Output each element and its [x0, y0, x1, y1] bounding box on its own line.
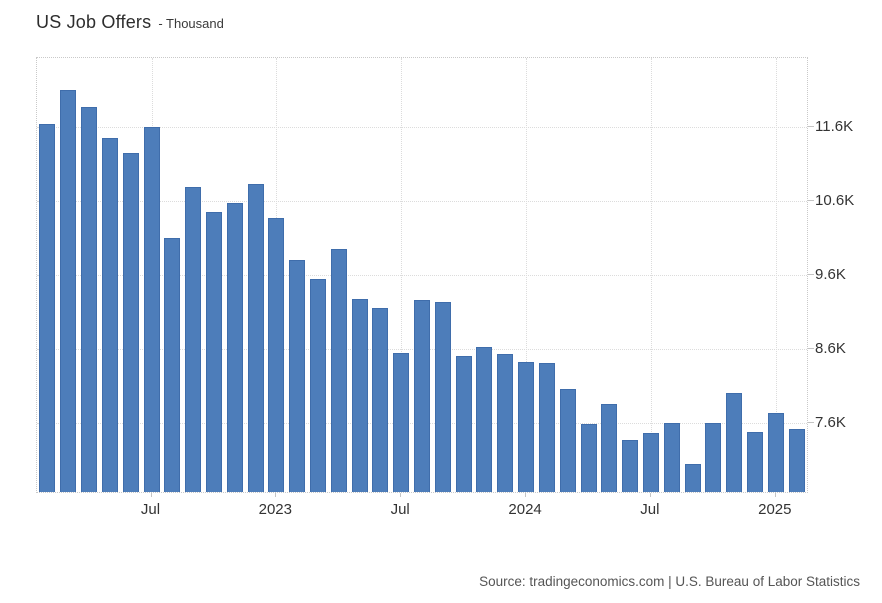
y-axis-tick-label: 10.6K — [815, 192, 855, 210]
bar[interactable] — [143, 126, 160, 492]
h-gridline — [37, 127, 807, 129]
x-axis-tick-mark — [649, 493, 651, 497]
h-gridline — [37, 201, 807, 203]
bar[interactable] — [788, 428, 805, 492]
bar[interactable] — [747, 432, 763, 492]
bar[interactable] — [205, 211, 222, 492]
x-axis-tick-mark — [525, 493, 527, 497]
x-axis-tick-label: 2023 — [258, 501, 292, 518]
chart-header: US Job Offers - Thousand — [36, 12, 224, 33]
y-axis-tick-label: 9.6K — [815, 266, 846, 283]
bar[interactable] — [247, 183, 264, 492]
chart-subtitle: - Thousand — [158, 16, 224, 31]
bar[interactable] — [767, 413, 784, 492]
plot-area — [36, 57, 808, 493]
bar[interactable] — [622, 440, 639, 492]
y-axis-tick-label: 7.6K — [815, 413, 846, 431]
bar[interactable] — [684, 464, 701, 492]
bar[interactable] — [414, 300, 430, 492]
source-caption: Source: tradingeconomics.com | U.S. Bure… — [479, 574, 860, 589]
bar[interactable] — [289, 259, 306, 492]
y-axis-tick-mark — [808, 200, 814, 202]
bar[interactable] — [538, 362, 555, 492]
x-axis-tick-mark — [275, 493, 277, 497]
bar[interactable] — [476, 347, 493, 492]
v-gridline — [650, 58, 652, 492]
bar[interactable] — [580, 424, 597, 492]
bar[interactable] — [268, 218, 285, 492]
y-axis-tick-label: 8.6K — [815, 339, 846, 357]
y-axis-tick-mark — [808, 421, 814, 423]
bar[interactable] — [705, 423, 722, 492]
bar[interactable] — [164, 238, 181, 492]
x-axis-tick-label: 2024 — [508, 501, 542, 518]
bar[interactable] — [726, 393, 743, 492]
bar[interactable] — [642, 433, 659, 492]
v-gridline — [526, 58, 528, 492]
bar[interactable] — [351, 298, 368, 492]
bar[interactable] — [122, 153, 139, 492]
bar[interactable] — [330, 249, 347, 492]
h-gridline — [37, 275, 807, 276]
bar[interactable] — [101, 137, 118, 492]
bar[interactable] — [309, 279, 326, 492]
bar[interactable] — [393, 352, 410, 492]
bar[interactable] — [559, 388, 576, 492]
v-gridline — [401, 58, 403, 492]
y-axis-tick-mark — [808, 347, 814, 349]
bar[interactable] — [663, 422, 680, 492]
x-axis-tick-mark — [150, 493, 152, 497]
bar[interactable] — [497, 354, 514, 492]
bar[interactable] — [39, 124, 56, 492]
bar[interactable] — [434, 301, 451, 492]
x-axis-tick-label: Jul — [390, 501, 410, 518]
y-axis-tick-label: 11.6K — [815, 118, 854, 136]
bar[interactable] — [81, 106, 97, 492]
bar[interactable] — [372, 308, 389, 492]
bar[interactable] — [226, 202, 243, 492]
chart-title: US Job Offers — [36, 12, 152, 32]
y-axis-tick-mark — [808, 126, 814, 128]
v-gridline — [775, 58, 777, 492]
x-axis-tick-mark — [774, 493, 776, 497]
y-axis-tick-mark — [808, 274, 814, 275]
x-axis-tick-label: 2025 — [758, 501, 792, 518]
x-axis-tick-label: Jul — [140, 501, 161, 518]
x-axis-tick-mark — [400, 493, 402, 497]
bar[interactable] — [601, 404, 618, 492]
bar[interactable] — [518, 362, 535, 492]
x-axis-tick-label: Jul — [640, 501, 660, 518]
bar[interactable] — [60, 89, 77, 492]
bar[interactable] — [185, 187, 202, 492]
bar[interactable] — [455, 355, 472, 492]
plot-grid-and-bars — [37, 58, 807, 492]
